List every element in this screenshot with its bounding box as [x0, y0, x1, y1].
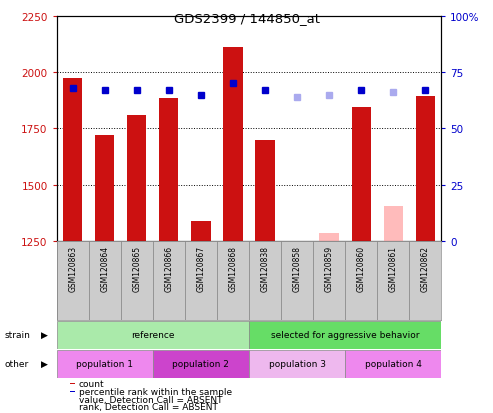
Text: percentile rank within the sample: percentile rank within the sample — [78, 387, 232, 396]
Bar — [249, 350, 345, 378]
Text: GSM120865: GSM120865 — [132, 245, 141, 292]
Bar — [217, 242, 249, 320]
Text: GSM120866: GSM120866 — [164, 245, 174, 292]
Bar — [345, 242, 377, 320]
Text: ▶: ▶ — [41, 330, 48, 339]
Text: value, Detection Call = ABSENT: value, Detection Call = ABSENT — [78, 395, 222, 404]
Bar — [255, 140, 275, 242]
Bar — [384, 207, 403, 242]
Text: GSM120860: GSM120860 — [356, 245, 366, 292]
Bar — [313, 242, 345, 320]
Text: population 3: population 3 — [269, 359, 325, 368]
Text: population 1: population 1 — [76, 359, 133, 368]
Text: other: other — [5, 359, 29, 368]
Text: selected for aggressive behavior: selected for aggressive behavior — [271, 330, 420, 339]
Text: population 4: population 4 — [365, 359, 422, 368]
Bar — [63, 78, 82, 242]
Bar — [57, 321, 249, 349]
Text: GSM120864: GSM120864 — [100, 245, 109, 292]
Bar — [185, 242, 217, 320]
Text: GSM120861: GSM120861 — [388, 245, 398, 292]
Bar — [153, 242, 185, 320]
Text: GDS2399 / 144850_at: GDS2399 / 144850_at — [174, 12, 319, 25]
Bar — [57, 242, 89, 320]
Text: GSM120838: GSM120838 — [260, 245, 270, 292]
Bar — [159, 99, 178, 242]
Bar — [121, 242, 153, 320]
Bar — [95, 136, 114, 242]
Bar — [377, 242, 409, 320]
Text: strain: strain — [5, 330, 31, 339]
Bar — [57, 350, 153, 378]
Bar — [416, 96, 435, 242]
Bar — [281, 242, 313, 320]
Bar — [345, 350, 441, 378]
Bar — [127, 116, 146, 242]
Bar — [319, 234, 339, 242]
Bar — [249, 321, 441, 349]
Bar — [249, 242, 281, 320]
Text: GSM120859: GSM120859 — [324, 245, 334, 292]
Text: GSM120868: GSM120868 — [228, 245, 238, 292]
Text: ▶: ▶ — [41, 359, 48, 368]
Bar — [153, 350, 249, 378]
Text: GSM120858: GSM120858 — [292, 245, 302, 292]
Bar — [223, 48, 243, 242]
Bar — [70, 391, 75, 392]
Bar — [409, 242, 441, 320]
Text: count: count — [78, 379, 104, 388]
Bar — [70, 383, 75, 384]
Text: rank, Detection Call = ABSENT: rank, Detection Call = ABSENT — [78, 402, 217, 411]
Text: GSM120867: GSM120867 — [196, 245, 206, 292]
Text: reference: reference — [131, 330, 175, 339]
Bar — [191, 221, 211, 242]
Bar — [319, 234, 339, 242]
Text: population 2: population 2 — [173, 359, 229, 368]
Bar — [352, 108, 371, 242]
Text: GSM120863: GSM120863 — [68, 245, 77, 292]
Bar — [89, 242, 121, 320]
Text: GSM120862: GSM120862 — [421, 245, 430, 292]
